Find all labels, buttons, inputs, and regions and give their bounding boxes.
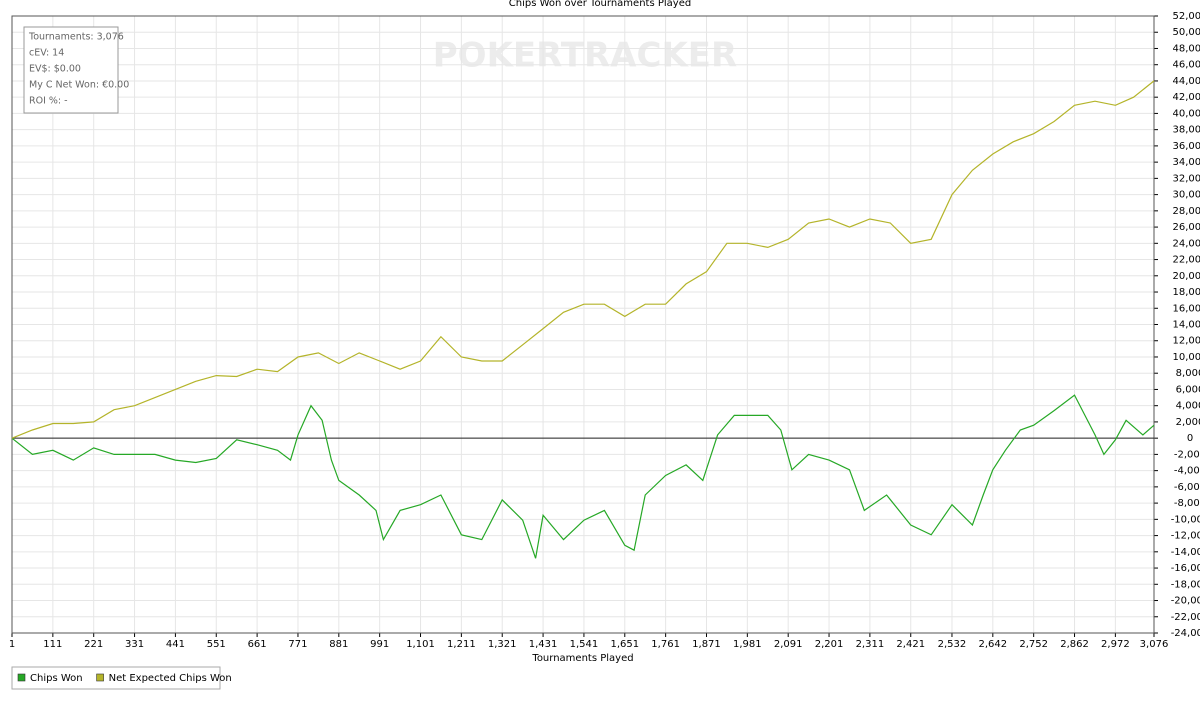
legend-label: Net Expected Chips Won [109,673,232,684]
y-tick-label: -22,000 [1171,612,1200,623]
legend-label: Chips Won [30,673,83,684]
y-tick-label: 0 [1187,433,1193,444]
y-tick-label: 36,000 [1173,141,1200,152]
x-tick-label: 1,541 [570,639,599,650]
y-tick-label: -2,000 [1174,449,1200,460]
series-line [12,395,1154,558]
y-tick-label: 44,000 [1173,76,1200,87]
y-tick-label: 4,000 [1176,401,1200,412]
y-tick-label: 12,000 [1173,336,1200,347]
y-tick-label: -14,000 [1171,547,1200,558]
x-axis-label: Tournaments Played [531,653,633,664]
stats-line: My C Net Won: €0.00 [29,80,129,91]
y-tick-label: 8,000 [1176,368,1200,379]
x-tick-label: 1,651 [610,639,639,650]
x-tick-label: 2,201 [815,639,844,650]
x-tick-label: 221 [84,639,103,650]
y-tick-label: 22,000 [1173,255,1200,266]
y-tick-label: 40,000 [1173,108,1200,119]
y-tick-label: 16,000 [1173,303,1200,314]
x-tick-label: 2,752 [1019,639,1048,650]
x-tick-label: 331 [125,639,144,650]
watermark: POKERTRACKER [433,36,737,76]
y-tick-label: 32,000 [1173,173,1200,184]
x-tick-label: 2,642 [978,639,1007,650]
x-tick-label: 1 [9,639,15,650]
y-tick-label: 48,000 [1173,43,1200,54]
x-tick-label: 1,101 [406,639,435,650]
y-tick-label: 38,000 [1173,125,1200,136]
y-tick-label: 26,000 [1173,222,1200,233]
y-tick-label: -18,000 [1171,579,1200,590]
x-tick-label: 2,421 [896,639,925,650]
y-tick-label: -24,000 [1171,628,1200,639]
stats-line: cEV: 14 [29,48,64,59]
y-tick-label: -8,000 [1174,498,1200,509]
legend-swatch [97,674,104,681]
y-tick-label: 30,000 [1173,190,1200,201]
x-tick-label: 1,431 [529,639,558,650]
y-tick-label: 28,000 [1173,206,1200,217]
x-tick-label: 3,076 [1140,639,1169,650]
y-tick-label: 34,000 [1173,157,1200,168]
y-tick-label: 10,000 [1173,352,1200,363]
x-tick-label: 771 [288,639,307,650]
chart-title: Chips Won over Tournaments Played [509,0,691,9]
stats-line: Tournaments: 3,076 [28,32,124,43]
y-tick-label: 46,000 [1173,60,1200,71]
x-tick-label: 661 [248,639,267,650]
y-tick-label: 20,000 [1173,271,1200,282]
x-tick-label: 2,532 [938,639,967,650]
y-tick-label: 2,000 [1176,417,1200,428]
x-tick-label: 111 [43,639,62,650]
x-tick-label: 2,972 [1101,639,1130,650]
x-tick-label: 2,311 [856,639,885,650]
y-tick-label: -4,000 [1174,466,1200,477]
y-tick-label: -6,000 [1174,482,1200,493]
y-tick-label: -12,000 [1171,531,1200,542]
x-tick-label: 2,862 [1060,639,1089,650]
y-tick-label: 42,000 [1173,92,1200,103]
stats-line: ROI %: - [29,96,68,107]
stats-line: EV$: $0.00 [29,64,81,75]
y-tick-label: -10,000 [1171,514,1200,525]
y-tick-label: 24,000 [1173,238,1200,249]
x-tick-label: 991 [370,639,389,650]
legend-swatch [18,674,25,681]
x-tick-label: 881 [329,639,348,650]
x-tick-label: 1,761 [651,639,680,650]
y-tick-label: 50,000 [1173,27,1200,38]
x-tick-label: 1,871 [692,639,721,650]
y-tick-label: 14,000 [1173,320,1200,331]
y-tick-label: 52,000 [1173,11,1200,22]
x-tick-label: 1,981 [733,639,762,650]
x-tick-label: 551 [207,639,226,650]
y-tick-label: 6,000 [1176,384,1200,395]
x-tick-label: 441 [166,639,185,650]
y-tick-label: -20,000 [1171,596,1200,607]
y-tick-label: -16,000 [1171,563,1200,574]
x-tick-label: 1,211 [447,639,476,650]
x-tick-label: 2,091 [774,639,803,650]
x-tick-label: 1,321 [488,639,517,650]
y-tick-label: 18,000 [1173,287,1200,298]
